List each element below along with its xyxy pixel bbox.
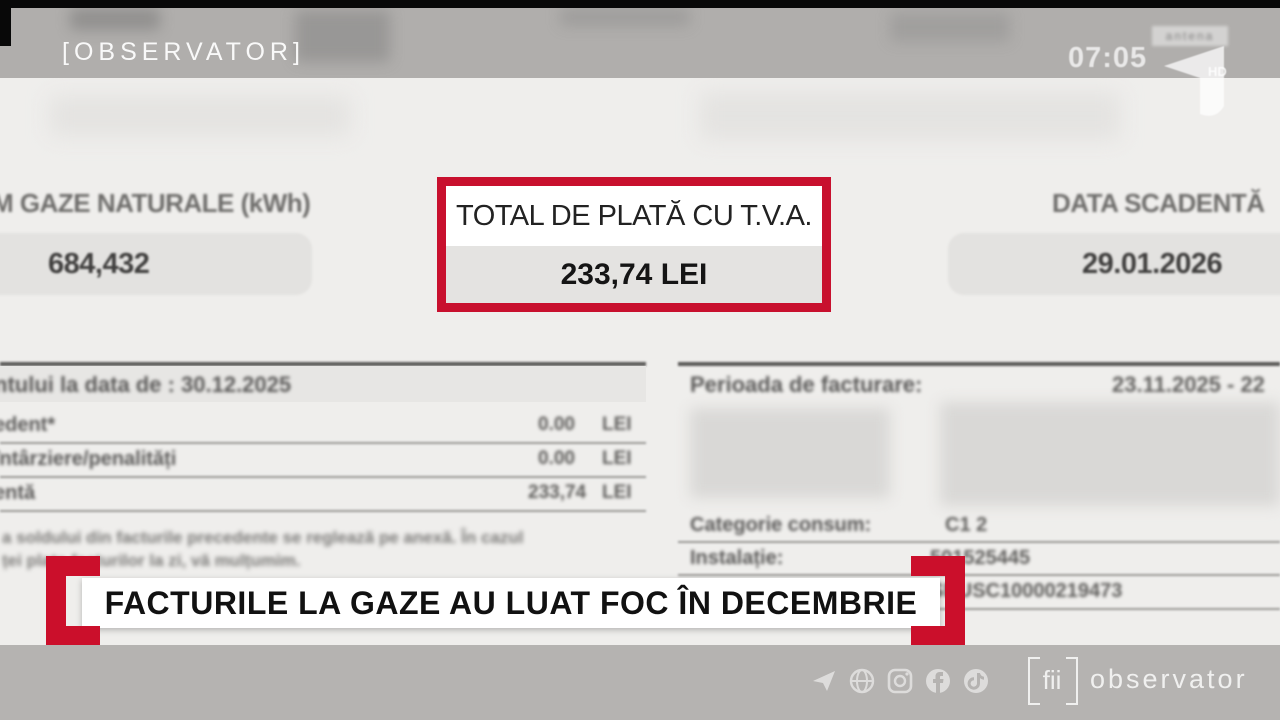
table-top-rule	[0, 362, 646, 366]
due-date-pill	[948, 233, 1280, 295]
observator-footer-brand: observator	[1090, 664, 1248, 694]
banner-right-bracket-icon	[911, 556, 965, 576]
account-row-value: 0.00	[538, 414, 575, 435]
fii-left-bracket-icon	[1028, 657, 1040, 705]
headline-text: FACTURILE LA GAZE AU LUAT FOC ÎN DECEMBR…	[104, 584, 918, 621]
censored-customer-block	[940, 402, 1280, 506]
billing-row-label: Categorie consum:	[690, 514, 872, 536]
censored-customer-block	[690, 408, 890, 498]
antena-wordmark: antena	[1152, 26, 1228, 46]
total-label: TOTAL DE PLATĂ CU T.V.A.	[456, 199, 813, 232]
account-footnote: a soldului din facturile precedente se r…	[2, 528, 524, 547]
blurred-band-patch	[70, 8, 160, 30]
row-divider	[0, 442, 646, 444]
consumption-label: M GAZE NATURALE (kWh)	[0, 188, 311, 218]
share-icon	[810, 667, 838, 700]
billing-row-label: Instalație:	[690, 547, 784, 569]
due-date-label: DATA SCADENTĂ	[1052, 188, 1265, 218]
due-date-value: 29.01.2026	[1082, 248, 1223, 280]
blurred-letterhead-block	[700, 92, 1120, 140]
clock: 07:05	[1068, 42, 1148, 74]
antena1-logo-icon	[1160, 44, 1232, 127]
top-letterbox	[0, 0, 1280, 8]
consumption-value: 684,432	[48, 248, 150, 280]
blurred-band-patch	[890, 12, 1010, 42]
top-left-corner	[0, 0, 11, 46]
banner-right-bracket-icon	[911, 626, 965, 646]
account-table-header: ntului la data de : 30.12.2025	[0, 372, 292, 397]
row-divider	[678, 541, 1280, 543]
fii-right-bracket-icon	[1066, 657, 1078, 705]
globe-icon	[848, 667, 876, 700]
banner-left-bracket-icon	[46, 626, 100, 646]
total-highlight-box: TOTAL DE PLATĂ CU T.V.A. 233,74 LEI	[437, 177, 831, 312]
account-row-label: întârziere/penalități	[0, 448, 177, 470]
row-divider	[678, 574, 1280, 576]
observator-logo: [OBSERVATOR]	[62, 38, 305, 66]
bottom-band	[0, 645, 1280, 720]
table-top-rule	[678, 362, 1280, 366]
top-video-band	[0, 8, 1280, 78]
account-row-value: 0.00	[538, 448, 575, 469]
billing-row-value: SBUSC10000219473	[930, 580, 1123, 602]
billing-period-label: Perioada de facturare:	[690, 372, 923, 397]
consumption-pill	[0, 233, 312, 295]
fii-logo: fii	[1042, 664, 1062, 695]
row-divider	[0, 476, 646, 478]
banner-left-bracket-icon	[46, 556, 100, 576]
account-row-unit: LEI	[602, 482, 632, 503]
billing-period-value: 23.11.2025 - 22	[1112, 372, 1265, 397]
blurred-band-patch	[560, 8, 690, 26]
row-divider	[678, 608, 1280, 610]
row-divider	[0, 510, 646, 512]
account-table-header-row	[0, 366, 646, 402]
instagram-icon	[886, 667, 914, 700]
blurred-letterhead-block	[50, 96, 350, 136]
account-row-unit: LEI	[602, 414, 632, 435]
account-row-unit: LEI	[602, 448, 632, 469]
tiktok-icon	[962, 667, 990, 700]
banner-right-bracket-icon	[945, 556, 965, 646]
facebook-icon	[924, 667, 952, 700]
billing-row-value: C1 2	[945, 514, 988, 536]
banner-left-bracket-icon	[46, 556, 66, 646]
blurred-band-patch	[295, 10, 390, 62]
hd-badge: HD	[1208, 64, 1227, 79]
headline-banner: FACTURILE LA GAZE AU LUAT FOC ÎN DECEMBR…	[82, 578, 940, 628]
account-row-label: edent*	[0, 414, 56, 436]
account-row-label: entă	[0, 482, 36, 504]
total-value: 233,74 LEI	[446, 246, 822, 303]
account-row-value: 233,74	[528, 482, 587, 503]
